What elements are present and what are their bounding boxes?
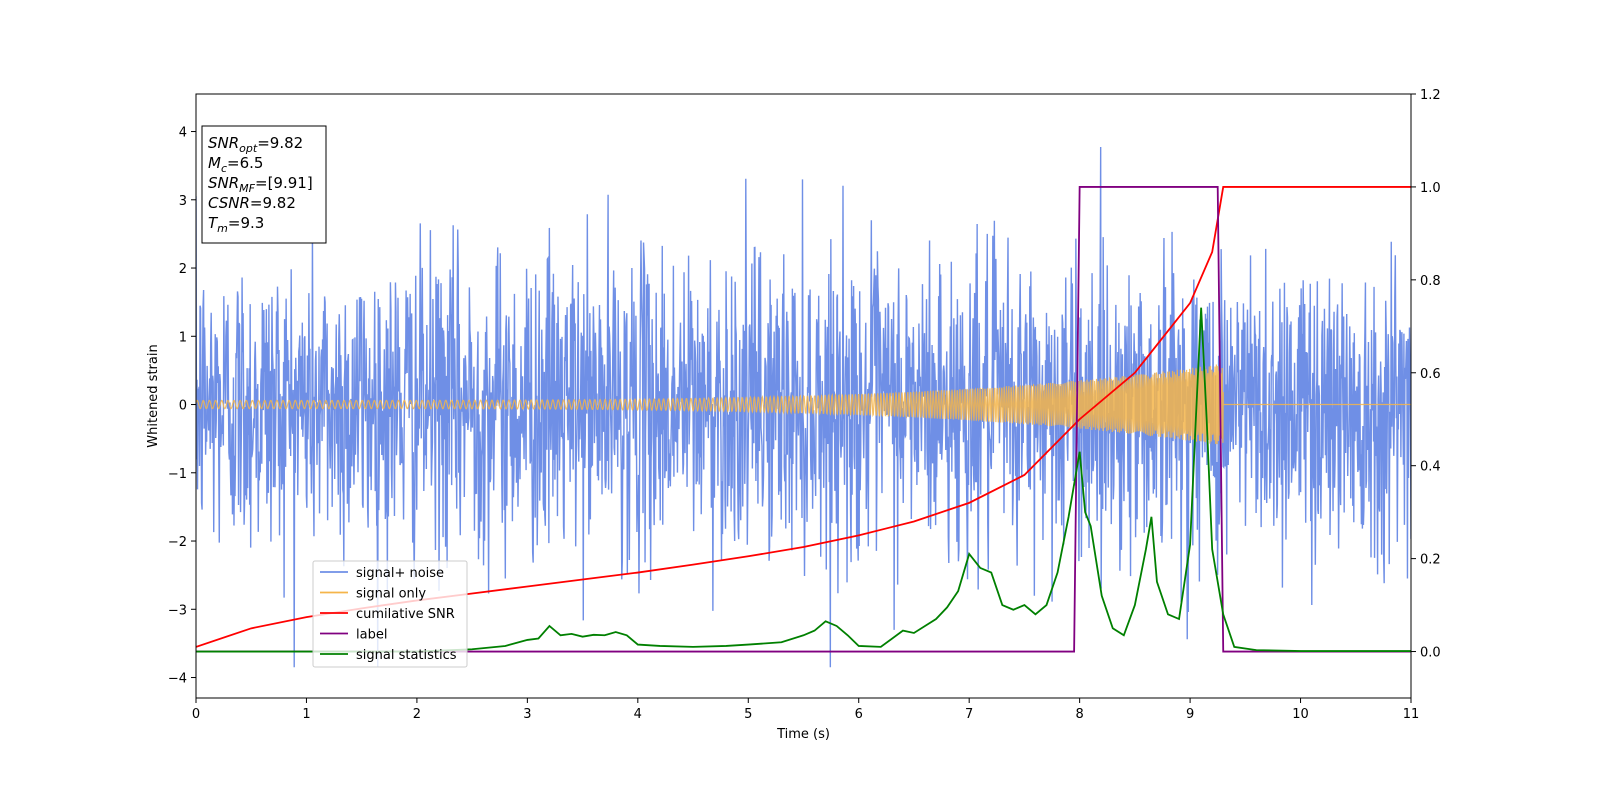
- y2-tick-label: 0.6: [1420, 367, 1441, 382]
- y2-tick-label: 1.0: [1420, 181, 1441, 196]
- y2-axis: 0.0 0.2 0.4 0.6 0.8 1.0 1.2: [1411, 88, 1441, 661]
- plot-frame: [195, 93, 1412, 699]
- x-tick-label: 8: [1075, 707, 1083, 722]
- y2-tick-label: 0.0: [1420, 646, 1441, 661]
- annotation-line: CSNR=9.82: [208, 194, 296, 212]
- legend-label: signal only: [356, 587, 426, 602]
- x-tick-label: 0: [192, 707, 200, 722]
- x-axis-label: Time (s): [776, 727, 830, 742]
- y-tick-label: −3: [168, 603, 187, 618]
- y-axis-label: Whitened strain: [146, 344, 161, 447]
- annotation-line: Mc=6.5: [208, 154, 263, 175]
- y-tick-label: 4: [179, 126, 187, 141]
- x-tick-label: 10: [1292, 707, 1309, 722]
- legend-label: cumilative SNR: [356, 607, 455, 622]
- y-axis: −4 −3 −2 −1 0 1 2 3 4: [168, 126, 196, 687]
- series-label: [196, 186, 1411, 653]
- y2-tick-label: 0.4: [1420, 460, 1441, 475]
- legend-label: signal+ noise: [356, 566, 444, 581]
- y-tick-label: 1: [179, 330, 187, 345]
- annotation-line: Tm=9.3: [208, 214, 264, 235]
- y-tick-label: −1: [168, 467, 187, 482]
- annotation-line: SNRopt=9.82: [208, 134, 303, 155]
- y-tick-label: 0: [179, 399, 187, 414]
- x-tick-label: 4: [634, 707, 642, 722]
- x-tick-label: 3: [523, 707, 531, 722]
- x-tick-label: 6: [855, 707, 863, 722]
- series-signal-statistics: [196, 307, 1411, 653]
- series-signal-noise: [196, 147, 1411, 668]
- x-tick-label: 2: [413, 707, 421, 722]
- y2-tick-label: 1.2: [1420, 88, 1441, 103]
- legend: signal+ noise signal only cumilative SNR la…: [312, 560, 468, 668]
- legend-label: signal statistics: [356, 648, 457, 663]
- series-signal-noise-line: [196, 147, 1411, 668]
- annotation-line: SNRMF=[9.91]: [208, 174, 313, 195]
- y-tick-label: −4: [168, 672, 187, 687]
- x-tick-label: 7: [965, 707, 973, 722]
- series-label-line: [196, 186, 1411, 653]
- series-signal-only: [196, 364, 1411, 445]
- x-tick-label: 9: [1186, 707, 1194, 722]
- y2-tick-label: 0.2: [1420, 553, 1441, 568]
- x-axis: 0 1 2 3 4 5 6 7 8 9 10 11: [192, 698, 1419, 722]
- y-tick-label: 3: [179, 194, 187, 209]
- x-tick-label: 5: [744, 707, 752, 722]
- y-tick-label: −2: [168, 535, 187, 550]
- y-tick-label: 2: [179, 262, 187, 277]
- legend-label: label: [356, 628, 387, 643]
- series-signal-statistics-line: [196, 307, 1411, 653]
- series-signal-only-line: [196, 364, 1411, 445]
- y2-tick-label: 0.8: [1420, 274, 1441, 289]
- x-tick-label: 1: [302, 707, 310, 722]
- x-tick-label: 11: [1403, 707, 1420, 722]
